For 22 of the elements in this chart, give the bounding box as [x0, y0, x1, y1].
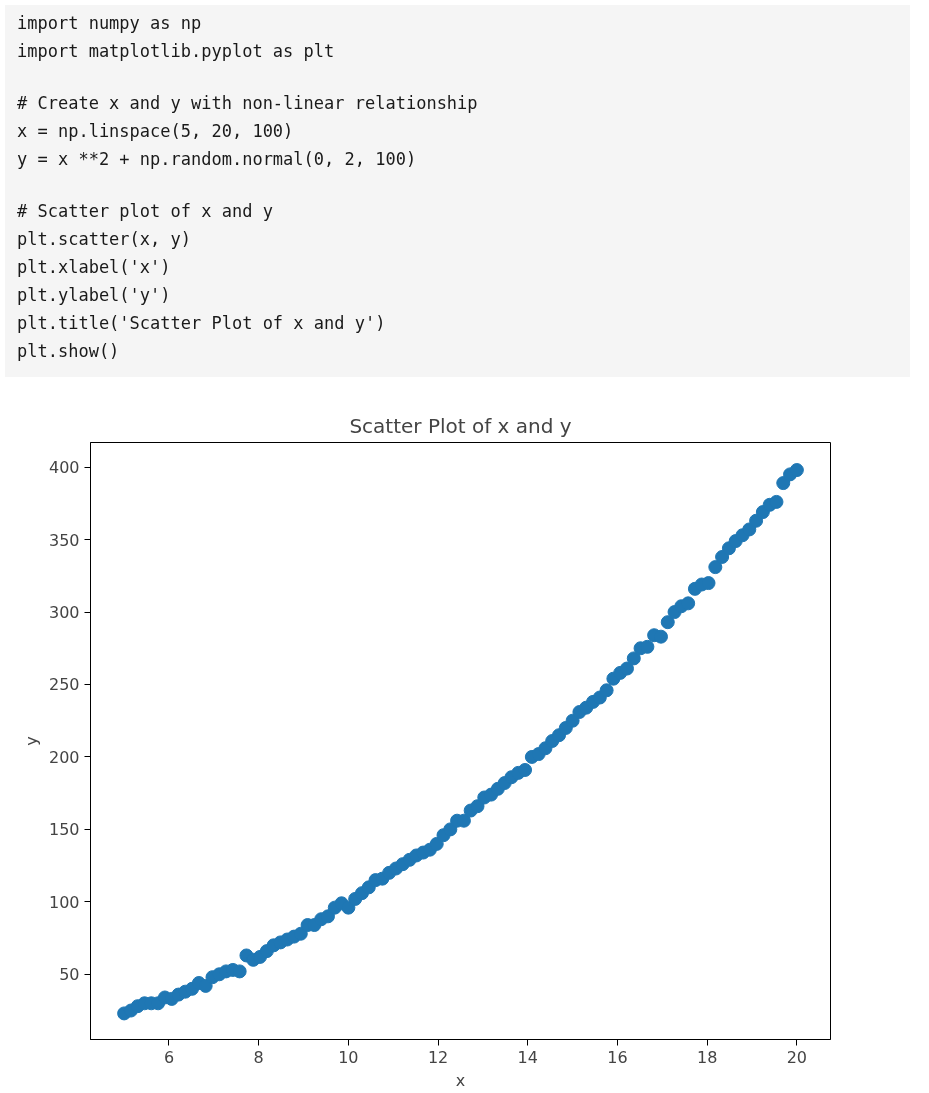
y-axis-title: y	[21, 736, 41, 746]
text: # Scatter plot of x and y plt.scatter(x, y) plt.xlabel('x') plt.ylabel('y') plt.title('Scatter Plot of x and y') plt.show()	[17, 200, 387, 363]
y-tick-label: 200	[48, 747, 80, 767]
y-tick-label: 50	[59, 965, 80, 985]
y-tick-label: 350	[48, 530, 80, 550]
y-tick-label: 100	[48, 892, 80, 912]
x-tick-label: 8	[253, 1047, 264, 1067]
x-tick-label: 10	[338, 1047, 359, 1067]
text: import numpy as np import matplotlib.pyplot as plt	[17, 12, 336, 63]
x-tick-label: 18	[696, 1047, 718, 1067]
x-tick-label: 16	[607, 1047, 628, 1067]
text: # Create x and y with non-linear relationship x = np.linspace(5, 20, 100) y = x **2 + np.random.normal(0, 2, 100)	[17, 92, 479, 171]
x-tick-label: 12	[427, 1047, 449, 1067]
y-tick-label: 400	[48, 458, 80, 478]
x-tick-label: 14	[517, 1047, 538, 1067]
x-axis-title: x	[455, 1070, 466, 1090]
x-tick-label: 6	[163, 1047, 175, 1067]
y-tick-label: 300	[48, 603, 80, 623]
chart-title: Scatter Plot of x and y	[349, 413, 572, 438]
y-tick-label: 150	[48, 820, 80, 840]
x-tick-label: 20	[786, 1047, 808, 1067]
y-tick-label: 250	[48, 675, 80, 695]
